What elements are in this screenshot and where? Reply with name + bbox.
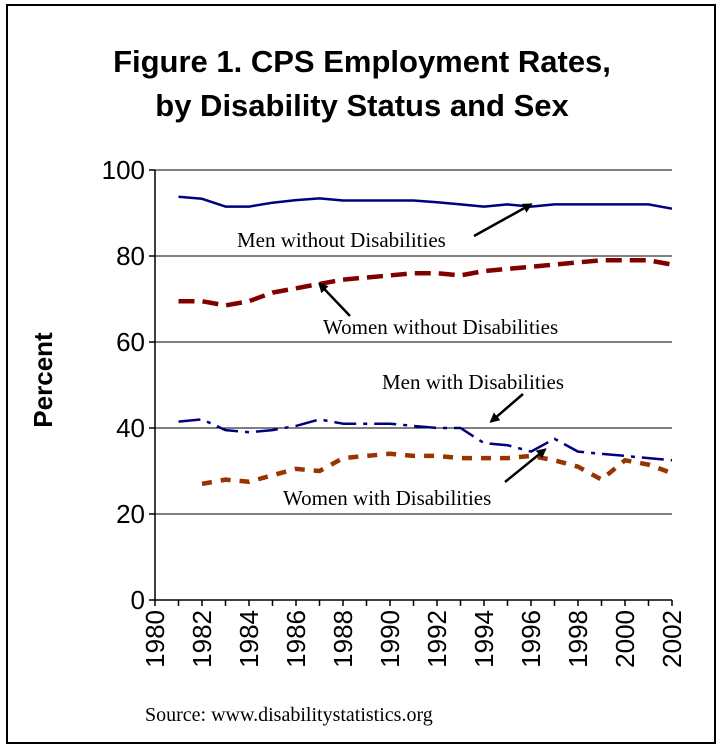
x-tick-label: 1980 [140,610,170,668]
annotation-label: Men with Disabilities [382,370,564,394]
annotation-arrow [474,204,531,236]
x-tick-label: 1988 [328,610,358,668]
source-note: Source: www.disabilitystatistics.org [145,704,433,727]
x-tick-label: 1990 [375,610,405,668]
annotation-arrow [491,394,523,422]
annotation-label: Women without Disabilities [323,315,558,339]
annotations: Men without Disabilities Women without Di… [237,204,564,510]
x-tick-label: 1982 [187,610,217,668]
series-line-1 [179,197,673,209]
annotation-label: Women with Disabilities [283,486,491,510]
annotation-arrow [320,284,351,316]
y-tick-label: 60 [116,327,145,357]
x-tick-label: 1996 [516,610,546,668]
x-tick-label: 2002 [657,610,687,668]
gridlines [155,170,672,514]
x-tick-label: 1984 [234,610,264,668]
y-tick-label: 80 [116,241,145,271]
y-axis-label: Percent [28,332,58,428]
x-tick-label: 2000 [610,610,640,668]
series-line-2 [179,260,673,305]
x-tick-label: 1998 [563,610,593,668]
x-tick-label: 1986 [281,610,311,668]
y-tick-label: 20 [116,499,145,529]
annotation-label: Men without Disabilities [237,228,446,252]
y-tick-label: 40 [116,413,145,443]
y-tick-label: 100 [102,155,145,185]
series-line-4 [202,454,672,484]
x-tick-label: 1992 [422,610,452,668]
x-tick-labels: 1980 1982 1984 1986 1988 1990 1992 1994 1996 1998… [140,600,687,668]
x-tick-label: 1994 [469,610,499,668]
